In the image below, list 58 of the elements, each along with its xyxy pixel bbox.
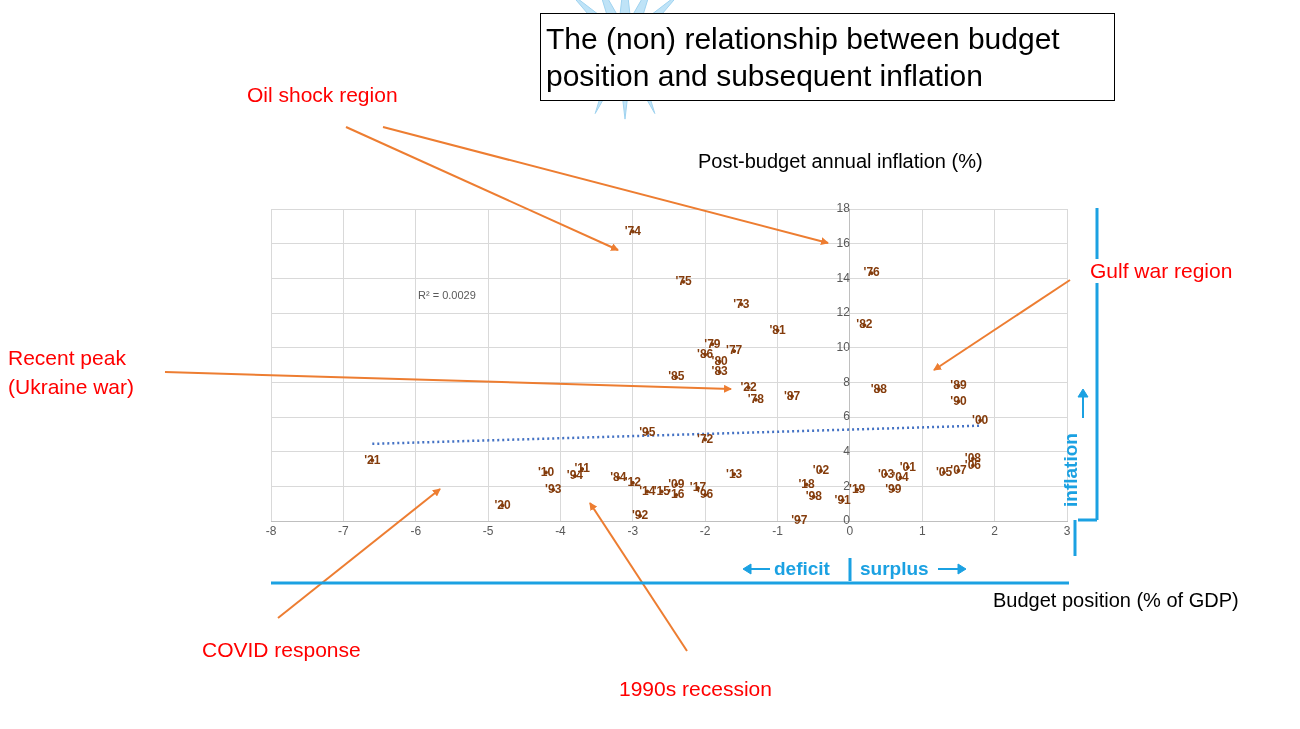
x-tick-label: 2 bbox=[991, 523, 999, 538]
annotation: '00 bbox=[972, 412, 989, 427]
annotation: '90 bbox=[950, 393, 967, 408]
y-tick-label: 2 bbox=[843, 478, 851, 493]
annotation: '76 bbox=[863, 265, 881, 280]
chart-title: The (non) relationship between budget position and subsequent inflation bbox=[540, 13, 1115, 101]
text: surplus bbox=[860, 558, 929, 580]
annotation: '18 bbox=[798, 476, 815, 491]
text: Gulf war region bbox=[1090, 259, 1233, 283]
x-tick-label: -7 bbox=[338, 523, 350, 538]
y-tick-label: 12 bbox=[836, 305, 851, 320]
y-tick-label: 18 bbox=[836, 201, 851, 216]
y-tick-label: 16 bbox=[836, 235, 851, 250]
annotation: '73 bbox=[733, 296, 750, 311]
annotation: '81 bbox=[769, 322, 786, 337]
annotation: '20 bbox=[494, 497, 511, 512]
text: Oil shock region bbox=[247, 83, 398, 107]
annotation: '72 bbox=[697, 431, 714, 446]
annotation: '95 bbox=[639, 424, 656, 439]
y-axis-title: Post-budget annual inflation (%) bbox=[698, 150, 983, 173]
text: COVID response bbox=[202, 638, 361, 662]
annotation: '22 bbox=[740, 379, 758, 394]
x-tick-label: 3 bbox=[1063, 523, 1071, 538]
annotation: '75 bbox=[675, 274, 692, 289]
annotation: '98 bbox=[805, 489, 823, 504]
text: 1990s recession bbox=[619, 677, 772, 701]
annotation: '77 bbox=[726, 343, 743, 358]
x-axis-title: Budget position (% of GDP) bbox=[993, 589, 1239, 612]
annotation: '78 bbox=[747, 391, 765, 406]
annotation: '16 bbox=[668, 487, 685, 502]
annotation: '85 bbox=[668, 369, 685, 384]
x-tick-label: -2 bbox=[699, 523, 711, 538]
text: Recent peak (Ukraine war) bbox=[8, 343, 158, 401]
annotation: '88 bbox=[870, 381, 888, 396]
annotation: '74 bbox=[624, 223, 642, 238]
y-tick-label: 14 bbox=[836, 270, 851, 285]
annotation: '13 bbox=[726, 466, 743, 481]
y-tick-label: 8 bbox=[843, 374, 851, 389]
x-tick-label: -1 bbox=[772, 523, 784, 538]
y-tick-label: 6 bbox=[843, 409, 851, 424]
annotation: '19 bbox=[849, 482, 866, 497]
x-tick-label: -4 bbox=[555, 523, 567, 538]
x-tick-label: -8 bbox=[265, 523, 277, 538]
annotation: '82 bbox=[856, 317, 873, 332]
annotation: '89 bbox=[950, 378, 967, 393]
text: deficit bbox=[774, 558, 830, 580]
annotation: '21 bbox=[364, 452, 381, 467]
y-tick-label: 10 bbox=[836, 339, 851, 354]
annotation: '83 bbox=[711, 364, 729, 379]
x-tick-label: -6 bbox=[410, 523, 422, 538]
x-tick-label: -3 bbox=[627, 523, 639, 538]
x-tick-label: 1 bbox=[918, 523, 926, 538]
annotation: '10 bbox=[537, 464, 555, 479]
annotation: inflation bbox=[1060, 433, 1082, 507]
annotation: '97 bbox=[791, 513, 808, 528]
annotation: R² = 0.0029 bbox=[418, 289, 476, 301]
y-tick-label: 4 bbox=[843, 443, 851, 458]
x-tick-label: -5 bbox=[482, 523, 494, 538]
